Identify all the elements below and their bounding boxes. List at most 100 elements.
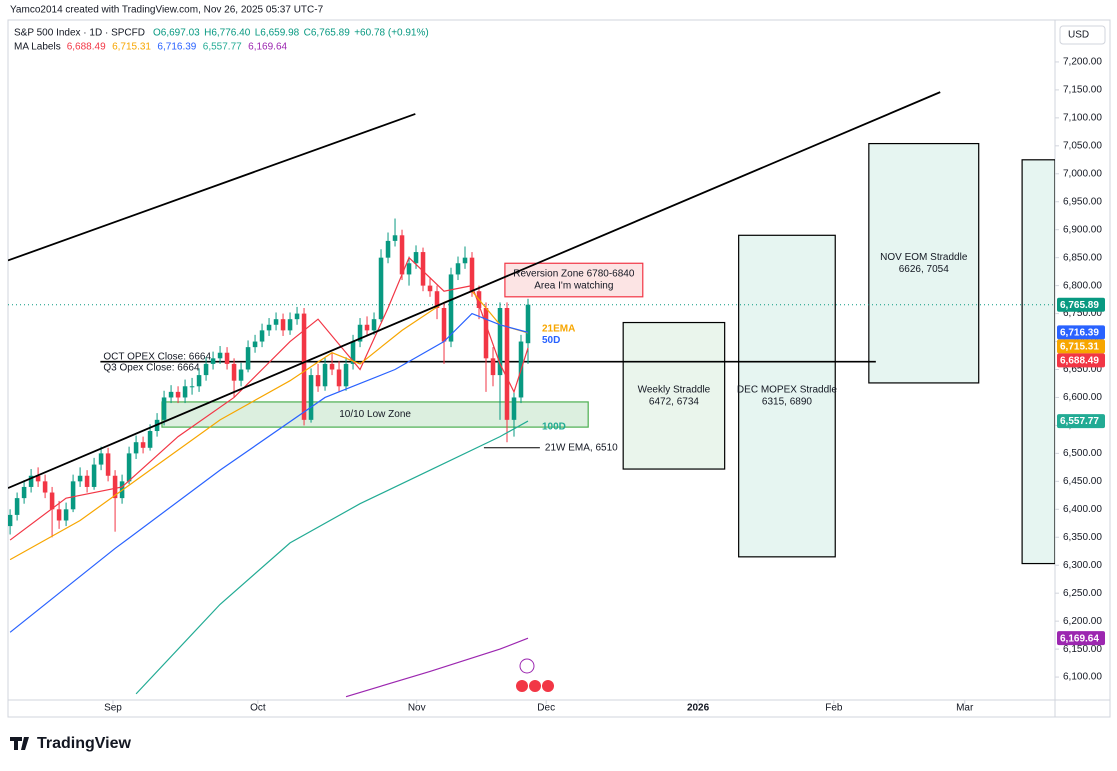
candle-body (364, 324, 370, 331)
candle-body (252, 341, 258, 348)
box-label: 6626, 7054 (899, 264, 949, 275)
candle-body (301, 313, 307, 420)
price-tag-label: 6,557.77 (1060, 416, 1099, 427)
candle-body (161, 397, 167, 420)
y-tick-label: 6,250.00 (1063, 588, 1102, 599)
candle-body (28, 475, 34, 487)
horizontal-line-label: 21W EMA, 6510 (545, 442, 618, 453)
candle-body (273, 319, 279, 325)
quote-value: +60.78 (+0.91%) (354, 28, 429, 39)
candle-body (77, 475, 83, 482)
logo: TradingView (10, 735, 132, 752)
x-tick-label: Oct (250, 703, 266, 714)
price-tag (1057, 353, 1105, 368)
candle-body (462, 257, 468, 264)
candle-body (497, 307, 503, 376)
box-label: Weekly Straddle (638, 384, 711, 395)
candle-body (231, 363, 237, 381)
box-label: Reversion Zone 6780-6840 (513, 269, 635, 280)
candle-body (217, 352, 223, 359)
candle-body (49, 492, 55, 510)
price-tag (1057, 297, 1105, 312)
candle-body (294, 313, 300, 320)
y-tick-label: 7,050.00 (1063, 140, 1102, 151)
candle-body (371, 319, 377, 331)
candle-body (63, 509, 69, 521)
candle-body (140, 442, 146, 448)
box-label: 6315, 6890 (762, 397, 812, 408)
candle-body (189, 386, 195, 388)
y-tick-label: 6,850.00 (1063, 252, 1102, 263)
event-icon (529, 680, 541, 692)
candle-body (168, 391, 174, 398)
x-tick-label: Feb (825, 703, 843, 714)
trend-line (8, 113, 416, 262)
candle-body (280, 319, 286, 331)
y-tick-label: 6,750.00 (1063, 308, 1102, 319)
candle-body (245, 347, 251, 370)
price-tag-label: 6,169.64 (1060, 633, 1099, 644)
ma-title: MA Labels (14, 42, 61, 53)
y-tick-label: 7,200.00 (1063, 57, 1102, 68)
currency-button[interactable] (1059, 25, 1106, 45)
candle-body (14, 498, 20, 515)
y-tick-label: 6,600.00 (1063, 392, 1102, 403)
candle-body (133, 442, 139, 454)
candle-body (126, 453, 132, 482)
event-icons (516, 658, 554, 692)
candle-body (175, 391, 181, 398)
candle-body (490, 358, 496, 376)
ma-legend-value: 6,557.77 (203, 42, 242, 53)
ma-legend-value: 6,716.39 (157, 42, 196, 53)
candle-body (511, 397, 517, 420)
candle-body (315, 375, 321, 387)
price-tag (1057, 414, 1105, 429)
candle-body (210, 358, 216, 364)
x-tick-label: Mar (956, 703, 974, 714)
box-label: 6472, 6734 (649, 396, 699, 407)
horizontal-line-label: OCT OPEX Close: 6664 (103, 351, 211, 362)
candle-body (469, 257, 475, 292)
candle-body (357, 324, 363, 342)
candle-body (434, 291, 440, 308)
x-tick-label: 2026 (687, 703, 710, 714)
candle-body (483, 307, 489, 359)
candle-body (84, 475, 90, 487)
y-tick-label: 6,800.00 (1063, 280, 1102, 291)
y-tick-label: 6,100.00 (1063, 672, 1102, 683)
candle-body (70, 481, 76, 510)
y-tick-label: 6,350.00 (1063, 532, 1102, 543)
event-icon (519, 658, 535, 674)
candle-body (399, 235, 405, 275)
ma-tag: 50D (542, 335, 560, 346)
x-tick-label: Sep (104, 703, 122, 714)
y-tick-label: 6,450.00 (1063, 476, 1102, 487)
quote-value: L6,659.98 (255, 28, 300, 39)
candle-body (91, 464, 97, 487)
candle-body (420, 252, 426, 286)
ma-legend-value: 6,169.64 (248, 42, 287, 53)
candle-body (392, 235, 398, 241)
candle-body (8, 514, 13, 527)
box (622, 321, 726, 470)
ma-legend-value: 6,688.49 (67, 42, 106, 53)
price-tag-label: 6,715.31 (1060, 342, 1099, 353)
currency[interactable]: USD (1068, 30, 1089, 41)
box-label: Area I'm watching (534, 281, 613, 292)
candle-body (196, 375, 202, 387)
ma-line (345, 637, 529, 698)
y-tick-label: 7,100.00 (1063, 113, 1102, 124)
brand: TradingView (37, 735, 132, 752)
candle-body (147, 431, 153, 448)
box (161, 401, 589, 428)
ma-legend-value: 6,715.31 (112, 42, 151, 53)
candle-body (343, 363, 349, 387)
price-tag-label: 6,716.39 (1060, 328, 1099, 339)
quote-value: H6,776.40 (204, 28, 251, 39)
candle-body (329, 363, 335, 370)
box (1021, 159, 1055, 565)
price-tag (1057, 325, 1105, 340)
x-tick-label: Dec (537, 703, 555, 714)
